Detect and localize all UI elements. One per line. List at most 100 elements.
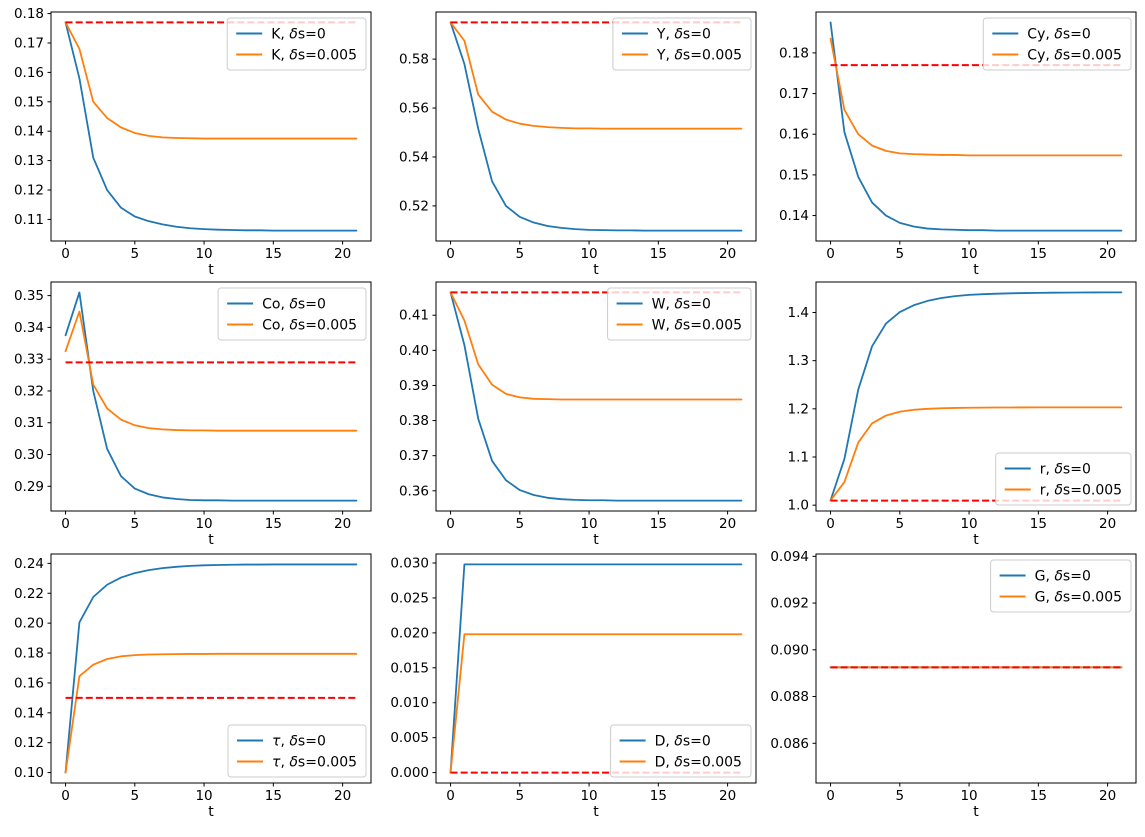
y-tick-label: 0.16 <box>14 675 44 691</box>
legend-label: Cy, δs=0.005 <box>1027 48 1122 64</box>
y-tick-label: 0.094 <box>770 549 809 565</box>
series-line-Cy-0 <box>829 21 1123 232</box>
y-tick-label: 0.14 <box>779 208 809 224</box>
legend-box <box>226 17 367 71</box>
legend-Cy: Cy, δs=0 Cy, δs=0.005 <box>982 17 1132 71</box>
series-line-Cy-1 <box>829 37 1123 157</box>
x-axis-label: t <box>973 532 979 548</box>
y-tick-label: 0.22 <box>14 586 44 602</box>
x-tick-label: 5 <box>896 516 905 532</box>
plot-border <box>50 281 372 512</box>
plot-border <box>435 281 757 512</box>
x-axis-label: t <box>593 804 599 820</box>
y-tick-label: 0.35 <box>14 288 44 304</box>
legend-box <box>995 452 1132 506</box>
x-tick-label: 10 <box>960 246 977 262</box>
plot-border <box>815 281 1137 512</box>
y-tick-label: 0.14 <box>14 705 44 721</box>
series-line-Co-0 <box>64 291 358 502</box>
y-tick-label: 1.3 <box>788 353 809 369</box>
y-tick-label: 0.090 <box>770 642 809 658</box>
legend-label: Cy, δs=0 <box>1027 27 1090 43</box>
y-tick-label: 0.37 <box>399 448 429 464</box>
legend-G: G, δs=0 G, δs=0.005 <box>990 559 1132 613</box>
legend-label: Co, δs=0.005 <box>262 318 357 334</box>
series-line-r-0 <box>829 291 1123 502</box>
y-tick-label: 0.12 <box>14 183 44 199</box>
subplot-r: 0 5 10 15 20 1.0 1.1 1.2 1.3 1.4 t r, δs=0 r, δs=0.0… <box>788 281 1137 548</box>
x-tick-label: 15 <box>265 788 282 804</box>
y-tick-label: 1.2 <box>788 401 809 417</box>
y-tick-label: 0.025 <box>390 590 429 606</box>
y-tick-label: 0.18 <box>14 6 44 22</box>
subplot-τ: 0 5 10 15 20 0.10 0.12 0.14 0.16 0.18 0.20 0.22 0.24… <box>14 553 372 820</box>
series-line-Y-1 <box>449 21 743 130</box>
subplot-W: 0 5 10 15 20 0.36 0.37 0.38 0.39 0.40 0.41 t W, δs=0… <box>399 281 757 548</box>
x-tick-label: 10 <box>960 788 977 804</box>
legend-label: D, δs=0.005 <box>655 755 742 771</box>
x-tick-label: 20 <box>1099 246 1116 262</box>
legend-label: r, δs=0.005 <box>1040 483 1122 499</box>
x-axis-label: t <box>208 532 214 548</box>
legend-box <box>217 287 367 341</box>
y-tick-label: 0.092 <box>770 596 809 612</box>
x-axis-label: t <box>593 262 599 278</box>
y-tick-label: 0.30 <box>14 447 44 463</box>
x-tick-label: 20 <box>719 246 736 262</box>
legend-Y: Y, δs=0 Y, δs=0.005 <box>612 17 752 71</box>
y-tick-label: 1.0 <box>788 498 809 514</box>
x-tick-label: 15 <box>650 246 667 262</box>
x-tick-label: 15 <box>1030 246 1047 262</box>
legend-r: r, δs=0 r, δs=0.005 <box>995 452 1132 506</box>
legend-label: Co, δs=0 <box>262 297 326 313</box>
x-tick-label: 5 <box>131 516 140 532</box>
legend-label: r, δs=0 <box>1040 462 1091 478</box>
y-tick-label: 0.16 <box>779 127 809 143</box>
y-tick-label: 0.58 <box>399 52 429 68</box>
subplot-G: 0 5 10 15 20 0.086 0.088 0.090 0.092 0.094 t G, δs=… <box>770 549 1137 820</box>
x-tick-label: 5 <box>896 788 905 804</box>
series-line-D-0 <box>449 563 743 774</box>
x-tick-label: 5 <box>516 516 525 532</box>
x-tick-label: 10 <box>195 788 212 804</box>
y-tick-label: 0.086 <box>770 736 809 752</box>
legend-box <box>227 724 367 778</box>
legend-box <box>610 724 752 778</box>
y-tick-label: 0.54 <box>399 149 429 165</box>
x-tick-label: 20 <box>334 246 351 262</box>
legend-label: G, δs=0 <box>1035 569 1091 585</box>
y-tick-label: 0.18 <box>779 45 809 61</box>
x-axis-label: t <box>593 532 599 548</box>
x-axis-label: t <box>208 262 214 278</box>
x-tick-label: 5 <box>516 246 525 262</box>
y-tick-label: 0.56 <box>399 101 429 117</box>
x-tick-label: 5 <box>516 788 525 804</box>
x-tick-label: 0 <box>826 516 835 532</box>
series-line-τ-0 <box>64 563 358 774</box>
series-line-K-1 <box>64 21 358 140</box>
legend-label: W, δs=0 <box>652 297 711 313</box>
y-tick-label: 0.20 <box>14 616 44 632</box>
y-tick-label: 0.005 <box>390 730 429 746</box>
subplot-Y: 0 5 10 15 20 0.52 0.54 0.56 0.58 t Y, δs=0 Y, δs=0.… <box>399 11 757 278</box>
y-tick-label: 0.38 <box>399 413 429 429</box>
x-tick-label: 5 <box>131 246 140 262</box>
x-tick-label: 20 <box>719 516 736 532</box>
y-tick-label: 0.088 <box>770 689 809 705</box>
y-tick-label: 0.52 <box>399 198 429 214</box>
x-axis-label: t <box>973 262 979 278</box>
series-line-Y-0 <box>449 21 743 232</box>
y-tick-label: 0.40 <box>399 343 429 359</box>
y-tick-label: 0.36 <box>399 483 429 499</box>
plot-border <box>50 553 372 784</box>
x-tick-label: 15 <box>650 516 667 532</box>
y-tick-label: 0.29 <box>14 479 44 495</box>
y-tick-label: 0.39 <box>399 378 429 394</box>
plot-border <box>50 11 372 242</box>
y-tick-label: 0.15 <box>779 167 809 183</box>
legend-box <box>990 559 1132 613</box>
legend-box <box>607 287 752 341</box>
